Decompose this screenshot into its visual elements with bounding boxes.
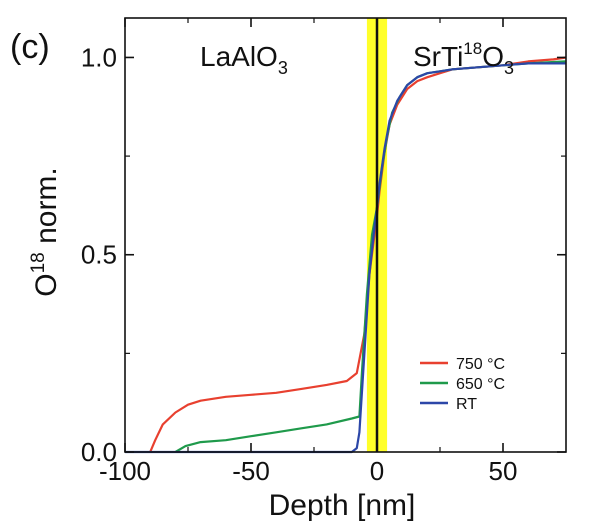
legend-label-0: 750 °C — [456, 356, 505, 373]
plot-frame — [124, 17, 567, 453]
legend-label-1: 650 °C — [456, 376, 505, 393]
panel-label: (c) — [10, 28, 50, 66]
region-label-left: LaAlO3 — [200, 41, 288, 78]
y-axis-label: O18 norm. — [28, 167, 63, 297]
y-tick-label: 0.0 — [81, 437, 117, 467]
x-tick-label: 50 — [489, 456, 518, 486]
legend: 750 °C 650 °C RT — [420, 356, 505, 413]
x-tick-label: -50 — [232, 456, 270, 486]
series-line-2 — [125, 62, 566, 454]
x-tick-label: 0 — [370, 456, 384, 486]
region-label-right: SrTi18O3 — [413, 39, 514, 78]
y-tick-label: 1.0 — [81, 42, 117, 72]
legend-label-2: RT — [456, 396, 477, 413]
x-axis-label: Depth [nm] — [269, 489, 416, 522]
ticks-layer: -100 -50 0 50 0.0 0.5 1.0 — [81, 18, 566, 486]
y-tick-label: 0.5 — [81, 240, 117, 270]
x-tick-label: -100 — [99, 456, 151, 486]
